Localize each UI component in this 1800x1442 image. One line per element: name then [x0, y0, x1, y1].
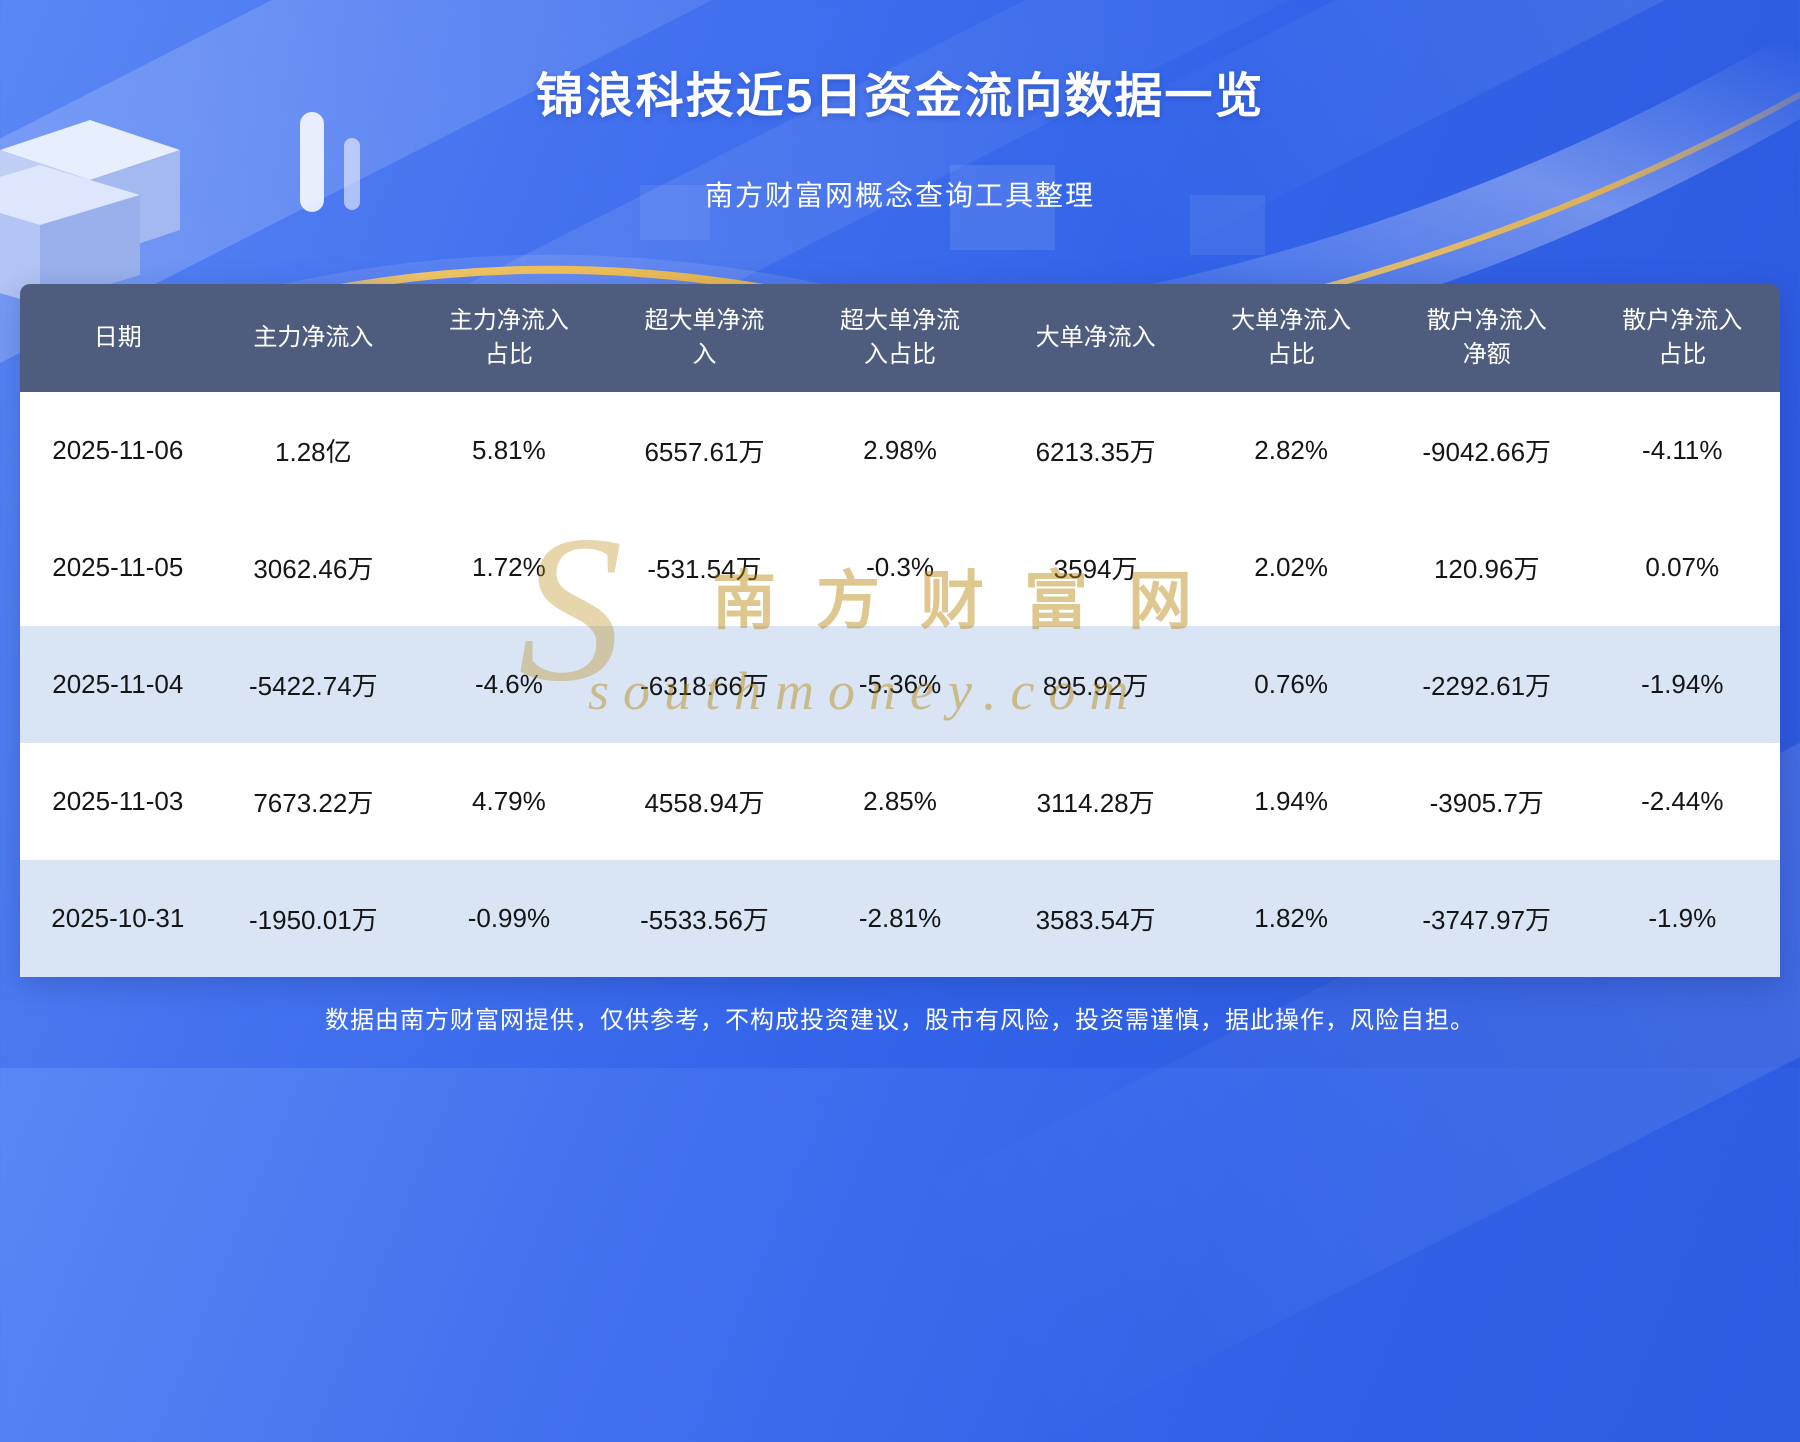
column-header: 散户净流入净额	[1426, 307, 1547, 368]
table-header-row: 日期 主力净流入 主力净流入占比 超大单净流入 超大单净流入占比 大单净流入 大单净流入占比…	[20, 284, 1780, 392]
value-cell: -2.44%	[1641, 786, 1724, 816]
value-cell: -1.9%	[1648, 903, 1717, 933]
page-subtitle: 南方财富网概念查询工具整理	[704, 180, 1095, 211]
value-cell: 1.72%	[472, 552, 546, 582]
value-cell: 895.92万	[1042, 671, 1149, 701]
date-cell: 2025-11-04	[52, 669, 184, 699]
value-cell: 1.94%	[1254, 786, 1329, 816]
value-cell: 3594万	[1053, 554, 1138, 584]
value-cell: -1950.01万	[249, 905, 378, 935]
value-cell: 1.28亿	[275, 437, 352, 467]
table-row: 2025-10-31 -1950.01万 -0.99% -5533.56万 -2.81%…	[20, 860, 1780, 977]
column-header: 大单净流入	[1035, 324, 1156, 352]
column-header: 日期	[93, 324, 142, 352]
value-cell: -4.11%	[1642, 435, 1723, 465]
value-cell: -5533.56万	[640, 905, 769, 935]
table-row: 2025-11-04 -5422.74万 -4.6% -6318.66万 -5.36% 8…	[20, 626, 1780, 743]
table-row: 2025-11-03 7673.22万 4.79% 4558.94万 2.85% 3114…	[20, 743, 1780, 860]
value-cell: -5.36%	[858, 669, 942, 699]
column-header: 散户净流入占比	[1622, 307, 1743, 368]
page-title: 锦浪科技近5日资金流向数据一览	[535, 70, 1265, 123]
value-cell: 2.85%	[863, 786, 937, 816]
value-cell: 120.96万	[1433, 554, 1540, 584]
value-cell: 6213.35万	[1035, 437, 1156, 467]
value-cell: 2.98%	[863, 435, 937, 465]
value-cell: 7673.22万	[253, 788, 374, 818]
date-cell: 2025-11-03	[52, 786, 184, 816]
value-cell: 4.79%	[472, 786, 546, 816]
value-cell: 6557.61万	[644, 437, 765, 467]
value-cell: -4.6%	[474, 669, 543, 699]
value-cell: -5422.74万	[249, 671, 378, 701]
value-cell: -1.94%	[1641, 669, 1724, 699]
value-cell: 5.81%	[472, 435, 546, 465]
value-cell: -3747.97万	[1422, 905, 1552, 935]
value-cell: 4558.94万	[644, 788, 765, 818]
table-row: 2025-11-05 3062.46万 1.72% -531.54万 -0.3% 3594…	[20, 509, 1780, 626]
table-row: 2025-11-06 1.28亿 5.81% 6557.61万 2.98% 6213.35…	[20, 392, 1780, 509]
value-cell: 0.07%	[1645, 552, 1720, 582]
value-cell: -0.99%	[467, 903, 551, 933]
fund-flow-table: 日期 主力净流入 主力净流入占比 超大单净流入 超大单净流入占比 大单净流入 大单净流入占比…	[20, 284, 1780, 977]
value-cell: -6318.66万	[640, 671, 769, 701]
value-cell: -3905.7万	[1429, 788, 1544, 818]
footer-disclaimer: 数据由南方财富网提供，仅供参考，不构成投资建议，股市有风险，投资需谨慎，据此操作…	[325, 1007, 1475, 1034]
column-header: 主力净流入	[253, 324, 374, 352]
value-cell: -9042.66万	[1422, 437, 1552, 467]
date-cell: 2025-11-06	[52, 435, 184, 465]
value-cell: 1.82%	[1254, 903, 1329, 933]
value-cell: 3583.54万	[1035, 905, 1156, 935]
value-cell: 3114.28万	[1036, 788, 1155, 818]
date-cell: 2025-11-05	[52, 552, 184, 582]
value-cell: 2.02%	[1254, 552, 1329, 582]
column-header: 超大单净流入	[644, 307, 765, 368]
value-cell: -0.3%	[866, 552, 934, 582]
value-cell: -531.54万	[647, 554, 762, 584]
value-cell: 2.82%	[1254, 435, 1329, 465]
date-cell: 2025-10-31	[51, 903, 185, 933]
column-header: 超大单净流入占比	[840, 307, 961, 368]
background-streak	[1074, 0, 1800, 267]
value-cell: -2.81%	[858, 903, 942, 933]
value-cell: 3062.46万	[253, 554, 374, 584]
column-header: 大单净流入占比	[1231, 307, 1352, 368]
column-header: 主力净流入占比	[448, 307, 569, 368]
value-cell: -2292.61万	[1422, 671, 1552, 701]
value-cell: 0.76%	[1254, 669, 1329, 699]
